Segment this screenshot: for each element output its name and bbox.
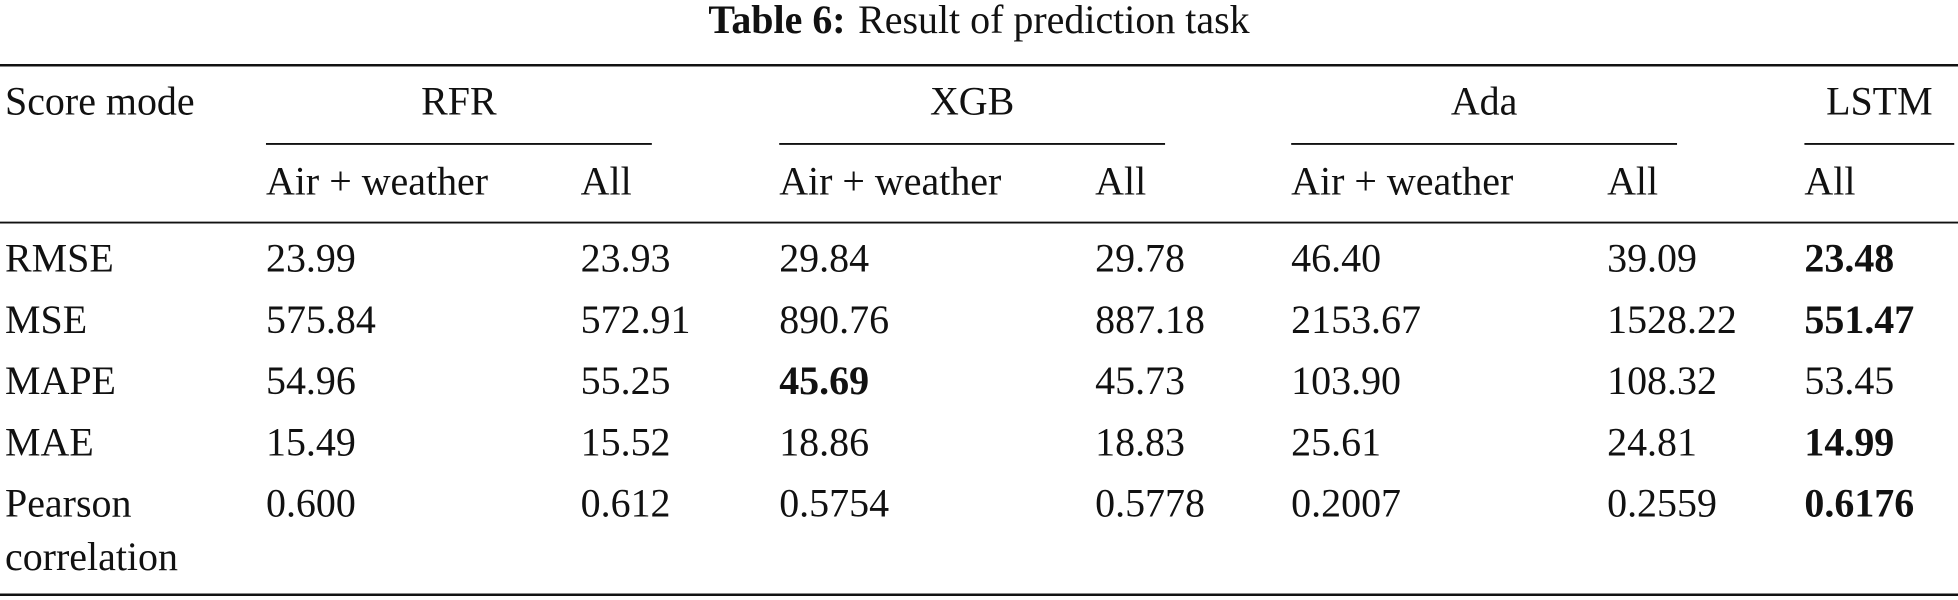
table-title: Table 6: Result of prediction task bbox=[708, 0, 1249, 42]
row-label: MAE bbox=[5, 419, 94, 464]
cell: 0.5754 bbox=[779, 480, 889, 525]
corner-header: Score mode bbox=[5, 78, 195, 123]
cell: 1528.22 bbox=[1607, 297, 1737, 342]
cell: 23.99 bbox=[266, 236, 356, 281]
cell: 55.25 bbox=[581, 358, 671, 403]
subheader: All bbox=[1804, 158, 1855, 203]
group-header: Ada bbox=[1451, 78, 1518, 123]
row-label: RMSE bbox=[5, 236, 114, 281]
cell: 0.612 bbox=[581, 480, 671, 525]
row-label: Pearson correlation bbox=[5, 480, 178, 579]
cell: 15.52 bbox=[581, 419, 671, 464]
row-label-line: Pearson bbox=[5, 480, 131, 525]
row-label-line: correlation bbox=[5, 534, 178, 579]
subheader: All bbox=[1607, 158, 1658, 203]
cell: 575.84 bbox=[266, 297, 376, 342]
cell: 572.91 bbox=[581, 297, 691, 342]
subheader: All bbox=[1095, 158, 1146, 203]
cell: 103.90 bbox=[1291, 358, 1401, 403]
title-text: Result of prediction task bbox=[858, 0, 1250, 42]
row-label: MSE bbox=[5, 297, 87, 342]
cell: 45.69 bbox=[779, 358, 869, 403]
cell: 18.86 bbox=[779, 419, 869, 464]
cell: 0.2559 bbox=[1607, 480, 1717, 525]
cell: 29.78 bbox=[1095, 236, 1185, 281]
cell: 25.61 bbox=[1291, 419, 1381, 464]
group-header: XGB bbox=[930, 78, 1014, 123]
cell: 887.18 bbox=[1095, 297, 1205, 342]
row-label: MAPE bbox=[5, 358, 116, 403]
group-header: LSTM bbox=[1826, 78, 1933, 123]
cell: 23.48 bbox=[1804, 236, 1894, 281]
cell: 2153.67 bbox=[1291, 297, 1421, 342]
cell: 15.49 bbox=[266, 419, 356, 464]
cell: 0.5778 bbox=[1095, 480, 1205, 525]
cell: 29.84 bbox=[779, 236, 869, 281]
subheader: Air + weather bbox=[779, 158, 1001, 203]
cell: 18.83 bbox=[1095, 419, 1185, 464]
cell: 46.40 bbox=[1291, 236, 1381, 281]
cell: 14.99 bbox=[1804, 419, 1894, 464]
group-header: RFR bbox=[421, 78, 497, 123]
subheader: Air + weather bbox=[1291, 158, 1513, 203]
cell: 108.32 bbox=[1607, 358, 1717, 403]
subheader: Air + weather bbox=[266, 158, 488, 203]
subheader: All bbox=[581, 158, 632, 203]
cell: 0.2007 bbox=[1291, 480, 1401, 525]
cell: 45.73 bbox=[1095, 358, 1185, 403]
cell: 54.96 bbox=[266, 358, 356, 403]
cell: 39.09 bbox=[1607, 236, 1697, 281]
title-label: Table 6: bbox=[708, 0, 845, 42]
cell: 551.47 bbox=[1804, 297, 1914, 342]
cell: 53.45 bbox=[1804, 358, 1894, 403]
cell: 24.81 bbox=[1607, 419, 1697, 464]
cell: 0.6176 bbox=[1804, 480, 1914, 525]
cell: 23.93 bbox=[581, 236, 671, 281]
cell: 890.76 bbox=[779, 297, 889, 342]
cell: 0.600 bbox=[266, 480, 356, 525]
